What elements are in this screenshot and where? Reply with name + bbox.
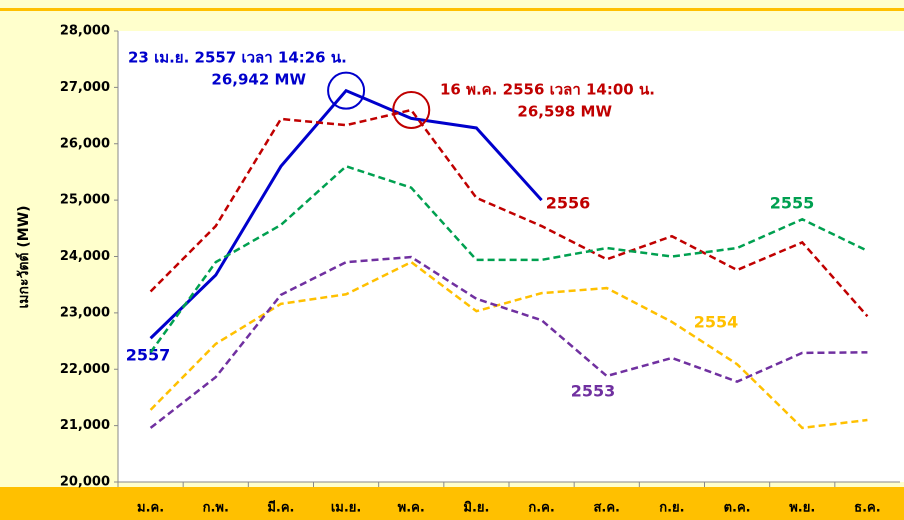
- plot-area: [118, 31, 904, 482]
- y-tick-label: 24,000: [60, 249, 110, 264]
- y-tick-label: 25,000: [60, 193, 110, 208]
- x-tick-label: ธ.ค.: [854, 501, 881, 516]
- x-tick-label: มิ.ย.: [463, 501, 489, 516]
- series-label: 2555: [770, 194, 815, 213]
- y-axis-label: เมกะวัตต์ (MW): [15, 205, 32, 308]
- series-label: 2554: [694, 313, 739, 332]
- x-tick-label: เม.ย.: [331, 501, 362, 516]
- x-tick-label: ม.ค.: [137, 501, 164, 516]
- series-label: 2553: [571, 382, 616, 401]
- top-stripe: [0, 8, 904, 11]
- y-tick-label: 26,000: [60, 136, 110, 151]
- series-label: 2556: [546, 194, 591, 213]
- highlight-circle: [327, 71, 366, 110]
- x-tick-label: ก.พ.: [203, 501, 229, 516]
- y-tick-label: 28,000: [60, 24, 110, 39]
- x-tick-label: มี.ค.: [267, 500, 294, 516]
- x-tick-label: พ.ค.: [398, 501, 425, 516]
- x-tick-label: ก.ย.: [659, 501, 684, 516]
- x-tick-label: ก.ค.: [528, 501, 554, 516]
- annotation: 16 พ.ค. 2556 เวลา 14:00 น.: [440, 81, 655, 99]
- x-tick-label: ต.ค.: [724, 501, 751, 516]
- y-tick-label: 27,000: [60, 80, 110, 95]
- y-tick-label: 23,000: [60, 305, 110, 320]
- series-line: [149, 255, 868, 429]
- x-tick-label: ส.ค.: [593, 501, 620, 516]
- annotation: 26,598 MW: [517, 103, 612, 121]
- y-tick-label: 22,000: [60, 362, 110, 377]
- y-tick-label: 21,000: [60, 418, 110, 433]
- series-label: 2557: [126, 346, 171, 365]
- annotation: 23 เม.ย. 2557 เวลา 14:26 น.: [128, 49, 347, 67]
- highlight-circle: [392, 91, 431, 130]
- series-line: [149, 88, 543, 340]
- bottom-band: [0, 487, 904, 520]
- x-tick-label: พ.ย.: [789, 501, 815, 516]
- annotation: 26,942 MW: [211, 71, 306, 89]
- y-tick-label: 20,000: [60, 475, 110, 490]
